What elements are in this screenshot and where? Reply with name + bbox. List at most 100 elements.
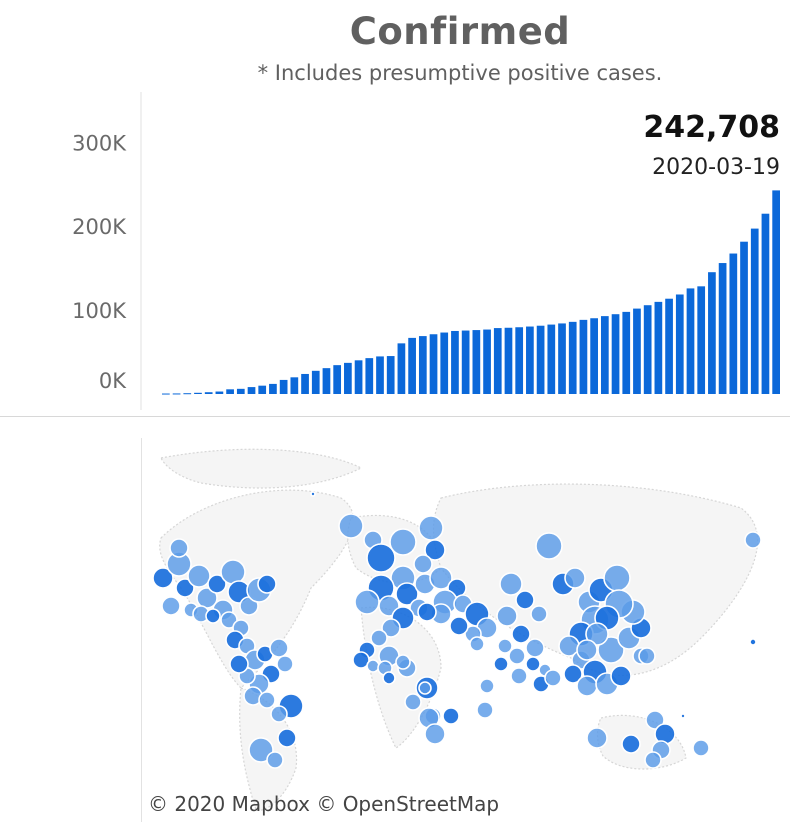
bar[interactable] [354, 360, 363, 394]
map-bubble[interactable] [417, 602, 437, 622]
bar[interactable] [772, 190, 780, 394]
map-bubble[interactable] [175, 578, 195, 598]
map-bubble[interactable] [515, 590, 535, 610]
bar[interactable] [333, 365, 342, 394]
map-bubble[interactable] [248, 737, 274, 763]
bar[interactable] [750, 228, 759, 394]
bar[interactable] [622, 311, 631, 394]
map-bubble[interactable] [680, 713, 686, 719]
bar[interactable] [322, 368, 331, 394]
bar[interactable] [236, 388, 245, 394]
map-bubble[interactable] [610, 665, 632, 687]
bar[interactable] [279, 379, 288, 394]
map-bubble[interactable] [429, 566, 453, 590]
bar[interactable] [269, 383, 277, 394]
bar[interactable] [590, 318, 598, 394]
bar[interactable] [461, 330, 470, 394]
bar[interactable] [558, 323, 566, 394]
bar[interactable] [247, 387, 256, 394]
bar[interactable] [204, 392, 213, 394]
bar[interactable] [365, 358, 374, 394]
bar[interactable] [611, 314, 620, 394]
map-bubble[interactable] [563, 664, 583, 684]
bar[interactable] [718, 263, 727, 394]
bar[interactable] [172, 393, 181, 395]
map-bubble[interactable] [257, 574, 277, 594]
map-bubble[interactable] [449, 616, 469, 636]
map-bubble[interactable] [744, 531, 762, 549]
bar[interactable] [729, 253, 738, 394]
map-bubble[interactable] [496, 605, 518, 627]
map-bubble[interactable] [597, 636, 625, 664]
map-bubble[interactable] [530, 605, 548, 623]
map-bubble[interactable] [258, 691, 276, 709]
bar[interactable] [515, 327, 524, 394]
map-bubble[interactable] [220, 559, 246, 585]
map-bubble[interactable] [692, 739, 710, 757]
map-bubble[interactable] [276, 655, 294, 673]
map-bubble[interactable] [370, 629, 388, 647]
map-bubbles[interactable] [152, 491, 762, 769]
map-bubble[interactable] [576, 675, 598, 697]
map-bubble[interactable] [269, 638, 289, 658]
bar[interactable] [547, 324, 556, 394]
map-bubble[interactable] [535, 532, 563, 560]
map-bubble[interactable] [476, 701, 494, 719]
map-bubble[interactable] [493, 656, 509, 672]
map-bubble[interactable] [525, 656, 541, 672]
map-bubble[interactable] [644, 751, 662, 769]
map-bubble[interactable] [310, 491, 316, 497]
map-bubble[interactable] [749, 638, 757, 646]
map-bubble[interactable] [418, 681, 432, 695]
map-bubble[interactable] [395, 582, 419, 606]
map-bubble[interactable] [576, 639, 598, 661]
map-bubble[interactable] [508, 647, 526, 665]
map-bubble[interactable] [220, 611, 238, 629]
map-bubble[interactable] [424, 723, 446, 745]
bar[interactable] [226, 389, 234, 394]
map-bubble[interactable] [645, 710, 665, 730]
bar[interactable] [504, 327, 513, 394]
map-bubble[interactable] [395, 654, 411, 670]
map-bubble[interactable] [352, 651, 370, 669]
bar[interactable] [376, 356, 384, 394]
bar[interactable] [429, 334, 438, 394]
bar[interactable] [665, 298, 673, 394]
map-bubble[interactable] [381, 618, 401, 638]
map-bubble[interactable] [621, 734, 641, 754]
bar[interactable] [526, 326, 534, 394]
map-bubble[interactable] [169, 538, 189, 558]
map-bubble[interactable] [404, 693, 422, 711]
bar[interactable] [643, 305, 652, 394]
map-bubble[interactable] [366, 659, 380, 673]
map-bubble[interactable] [205, 608, 221, 624]
world-map[interactable] [141, 438, 790, 822]
map-bubble[interactable] [603, 564, 631, 592]
map-bubble[interactable] [366, 543, 396, 573]
bar[interactable] [708, 272, 716, 394]
bar[interactable] [493, 328, 502, 394]
bar[interactable] [633, 308, 641, 394]
map-bubble[interactable] [354, 589, 380, 615]
bar[interactable] [215, 391, 224, 394]
map-bubble[interactable] [207, 574, 227, 594]
map-bubble[interactable] [442, 707, 460, 725]
bar[interactable] [408, 337, 416, 394]
map-bubble[interactable] [585, 622, 609, 646]
map-bubble[interactable] [564, 567, 586, 589]
map-bubble[interactable] [479, 678, 495, 694]
map-bubble[interactable] [418, 515, 444, 541]
map-bubble[interactable] [586, 727, 608, 749]
map-bubble[interactable] [499, 572, 523, 596]
bar[interactable] [344, 362, 352, 394]
map-bubble[interactable] [469, 636, 485, 652]
bar[interactable] [397, 343, 406, 394]
map-bubble[interactable] [525, 638, 545, 658]
map-bubble[interactable] [424, 539, 446, 561]
bar[interactable] [600, 316, 609, 394]
bar[interactable] [258, 385, 267, 394]
map-bubble[interactable] [497, 638, 513, 654]
bar[interactable] [451, 330, 459, 394]
bar[interactable] [579, 319, 588, 394]
bar[interactable] [290, 377, 299, 394]
